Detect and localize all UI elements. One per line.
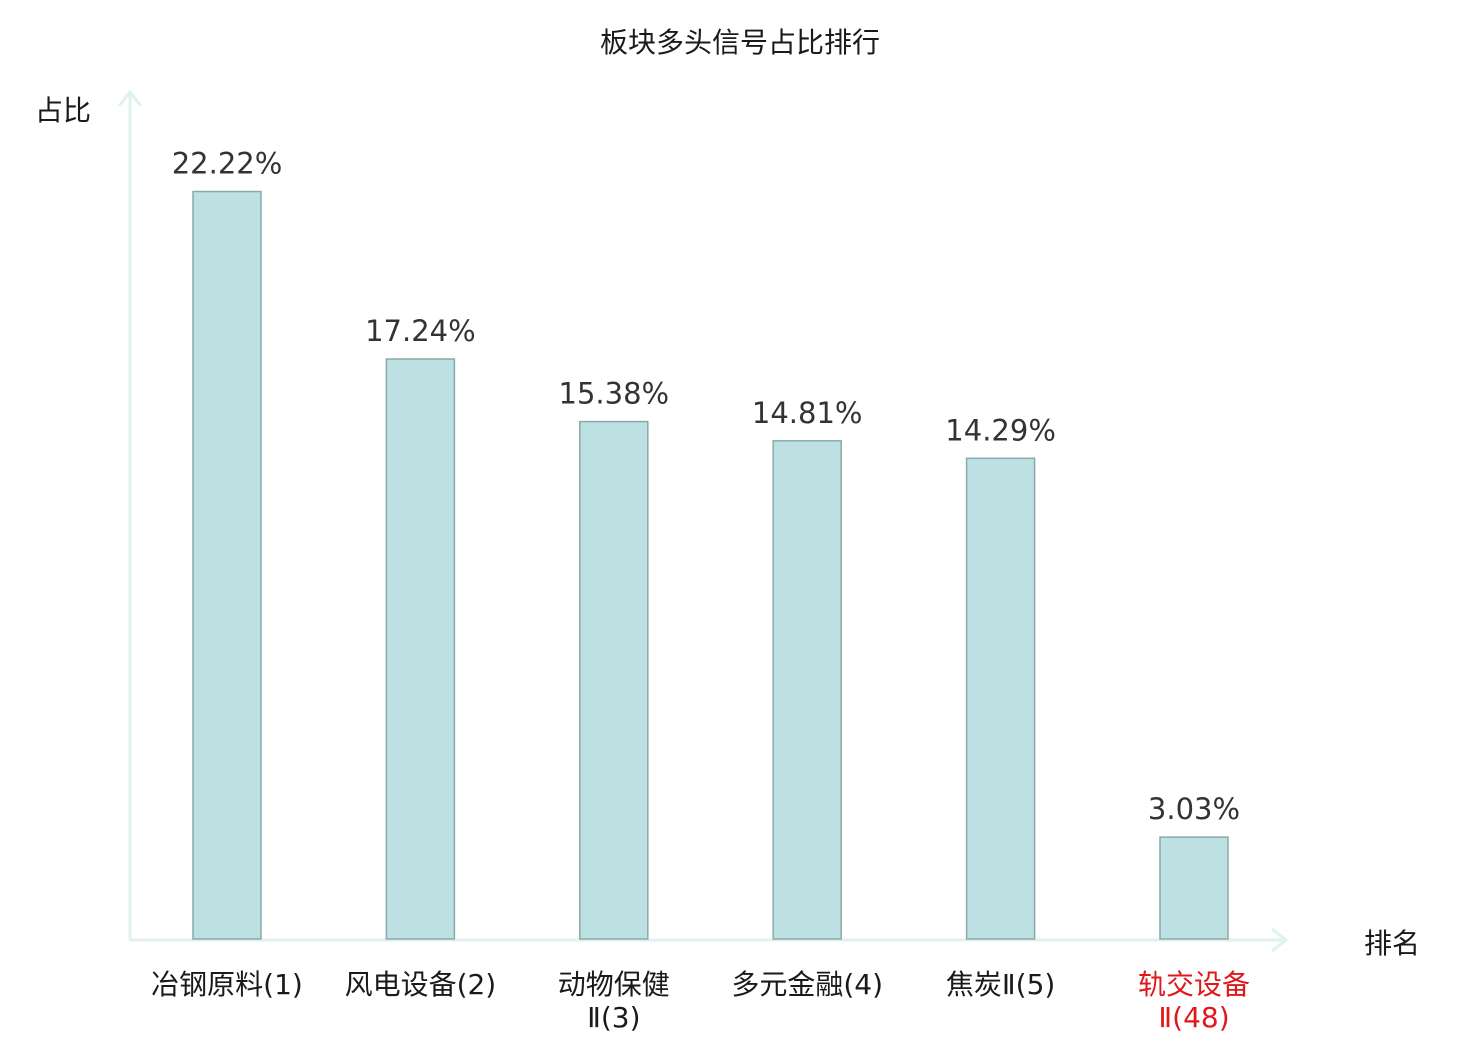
value-label-1: 22.22%	[172, 147, 283, 181]
bar-5	[965, 457, 1036, 940]
category-label-3: 动物保健	[558, 968, 670, 1001]
value-label-3: 15.38%	[559, 377, 670, 411]
chart-title: 板块多头信号占比排行	[600, 26, 880, 59]
y-axis-label: 占比	[35, 94, 91, 127]
bar-6	[1159, 836, 1229, 940]
value-label-2: 17.24%	[365, 314, 476, 348]
bar-1	[192, 190, 262, 940]
category-label-6-line-2: Ⅱ(48)	[1158, 1001, 1229, 1034]
category-label-1: 冶钢原料(1)	[151, 968, 303, 1001]
value-label-4: 14.81%	[752, 396, 863, 430]
bar-4	[772, 440, 842, 940]
category-label-5: 焦炭Ⅱ(5)	[946, 968, 1055, 1001]
value-label-6: 3.03%	[1148, 792, 1240, 826]
category-label-2: 风电设备(2)	[345, 968, 497, 1001]
value-label-5: 14.29%	[945, 413, 1056, 447]
bar-3	[579, 420, 649, 940]
value-labels-group: 22.22% 17.24% 15.38% 14.81% 14.29% 3.03%	[172, 147, 1240, 827]
x-axis-label: 排名	[1364, 927, 1420, 960]
bar-2	[385, 358, 456, 940]
x-axis-arrowhead	[1271, 927, 1289, 953]
y-axis-arrowhead	[117, 89, 143, 107]
category-label-3-line-2: Ⅱ(3)	[587, 1001, 640, 1034]
category-label-6: 轨交设备	[1138, 968, 1250, 1001]
category-label-4: 多元金融(4)	[731, 968, 883, 1001]
axes	[117, 89, 1289, 953]
bars-group	[192, 190, 1229, 940]
